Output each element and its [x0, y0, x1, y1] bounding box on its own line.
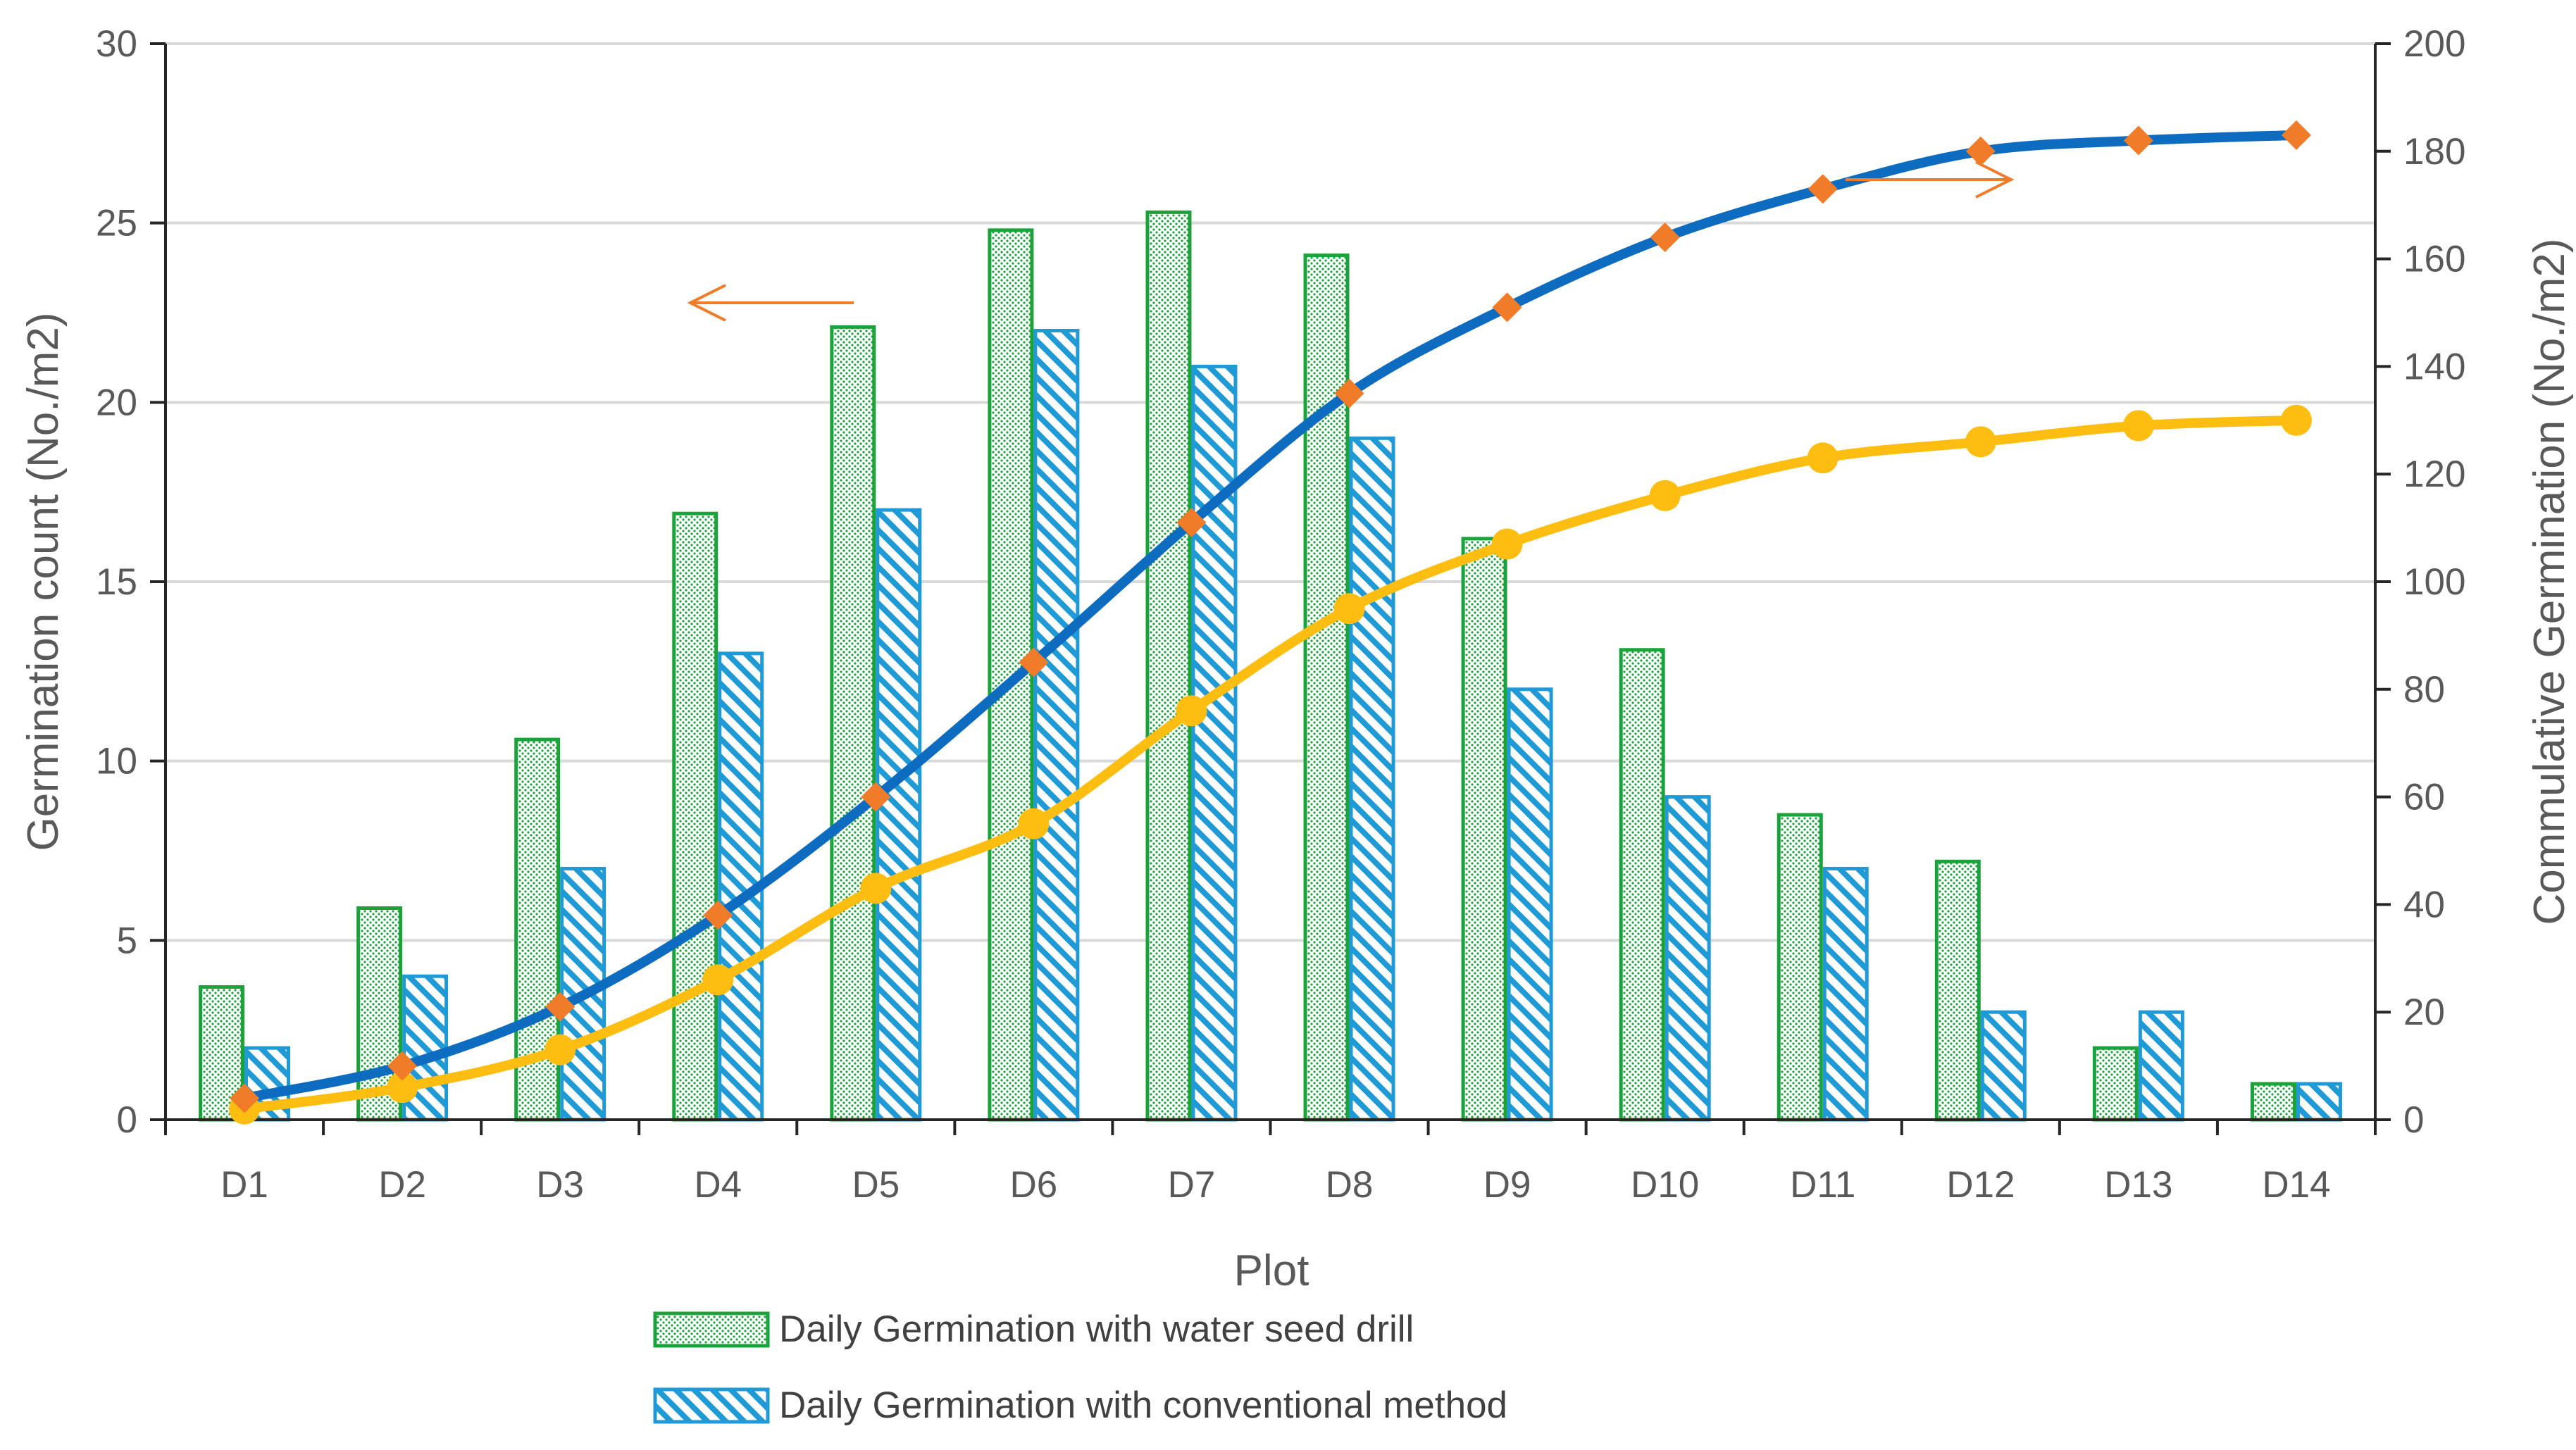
right-axis-arrow [1846, 161, 2015, 199]
legend-label-conventional: Daily Germination with conventional meth… [779, 1385, 1507, 1426]
x-tick-label: D4 [694, 1164, 742, 1206]
left-tick-label: 30 [96, 23, 137, 65]
bar-conventional [1033, 328, 1080, 1122]
legend-label-water-seed-drill: Daily Germination with water seed drill [779, 1308, 1414, 1350]
left-axis-title: Germination count (No./m2) [19, 313, 68, 851]
legend: Daily Germination with water seed drill … [653, 1308, 1507, 1426]
left-tick-label: 20 [96, 382, 137, 423]
marker-water-seed-drill [2281, 120, 2311, 150]
marker-water-seed-drill [545, 992, 575, 1022]
marker-conventional [545, 1034, 576, 1065]
x-tick-label: D8 [1326, 1164, 1374, 1206]
x-tick-label: D13 [2104, 1164, 2172, 1206]
x-tick-label: D5 [852, 1164, 900, 1206]
x-tick-label: D7 [1168, 1164, 1216, 1206]
right-axis-ticks: 0 20 40 60 80 100 120 140 160 180 200 [2375, 23, 2465, 1141]
line-series [229, 120, 2312, 1125]
line-cumulative-water-seed-drill [239, 130, 2301, 1104]
bar-conventional [1349, 436, 1395, 1122]
marker-water-seed-drill [703, 900, 733, 930]
marker-water-seed-drill [1650, 223, 1680, 253]
x-tick-label: D11 [1790, 1164, 1855, 1206]
marker-conventional [2280, 404, 2312, 436]
marker-conventional [2122, 410, 2154, 442]
bar-water-seed-drill [1461, 537, 1507, 1122]
x-axis-title: Plot [1234, 1246, 1309, 1295]
left-tick-label: 15 [96, 561, 137, 603]
marker-water-seed-drill [1807, 174, 1838, 204]
marker-conventional [1807, 442, 1838, 474]
x-tick-label: D10 [1631, 1164, 1699, 1206]
marker-conventional [1176, 695, 1207, 727]
legend-swatch-water-seed-drill [653, 1311, 770, 1348]
bar-water-seed-drill [2092, 1046, 2139, 1122]
bar-water-seed-drill [1934, 859, 1981, 1122]
bar-water-seed-drill [1303, 254, 1350, 1122]
bar-conventional [1191, 364, 1238, 1122]
marker-water-seed-drill [1176, 507, 1207, 537]
bar-water-seed-drill [672, 511, 718, 1122]
legend-swatch-conventional [653, 1387, 770, 1424]
marker-conventional [860, 873, 892, 904]
marker-conventional [1018, 808, 1050, 839]
left-tick-label: 25 [96, 203, 137, 244]
right-tick-label: 100 [2403, 561, 2465, 603]
x-tick-label: D14 [2262, 1164, 2330, 1206]
bar-water-seed-drill [1619, 648, 1665, 1122]
marker-conventional [1649, 480, 1681, 511]
right-tick-label: 80 [2403, 669, 2445, 711]
left-axis-ticks: 0 5 10 15 20 25 30 [96, 23, 166, 1141]
marker-conventional [1333, 593, 1365, 625]
left-tick-label: 10 [96, 741, 137, 782]
marker-water-seed-drill [1965, 136, 1996, 166]
right-tick-label: 200 [2403, 23, 2465, 65]
left-axis-arrow [687, 284, 854, 322]
marker-water-seed-drill [1492, 292, 1522, 323]
marker-water-seed-drill [861, 782, 891, 812]
x-tick-label: D2 [378, 1164, 426, 1206]
marker-conventional [387, 1072, 418, 1104]
x-tick-label: D9 [1483, 1164, 1531, 1206]
bar-conventional [1822, 866, 1869, 1122]
bar-conventional [1665, 795, 1711, 1122]
marker-water-seed-drill [2123, 125, 2153, 156]
left-tick-label: 5 [117, 920, 137, 961]
bar-water-seed-drill [2250, 1082, 2296, 1122]
bar-water-seed-drill [1145, 210, 1192, 1122]
bar-conventional [2296, 1082, 2342, 1122]
left-tick-label: 0 [117, 1099, 137, 1141]
bar-series [199, 210, 2342, 1122]
marker-conventional [1965, 426, 1996, 458]
bar-water-seed-drill [830, 325, 876, 1122]
right-tick-label: 0 [2403, 1099, 2424, 1141]
bar-conventional [1507, 687, 1553, 1122]
x-tick-label: D6 [1010, 1164, 1058, 1206]
right-tick-label: 160 [2403, 239, 2465, 280]
right-tick-label: 60 [2403, 777, 2445, 818]
bar-conventional [876, 508, 922, 1122]
x-tick-label: D1 [220, 1164, 268, 1206]
marker-water-seed-drill [387, 1051, 418, 1081]
marker-water-seed-drill [230, 1083, 260, 1113]
x-axis-ticks: D1 D2 D3 D4 D5 D6 D7 D8 D9 D10 D11 D12 D13 D14 [164, 1120, 2377, 1206]
right-tick-label: 180 [2403, 131, 2465, 173]
right-tick-label: 140 [2403, 346, 2465, 387]
right-tick-label: 40 [2403, 884, 2445, 925]
right-tick-label: 120 [2403, 454, 2465, 495]
marker-conventional [1491, 528, 1523, 560]
gridlines [166, 42, 2375, 942]
right-tick-label: 20 [2403, 992, 2445, 1033]
marker-water-seed-drill [1019, 647, 1049, 677]
bar-water-seed-drill [1777, 813, 1823, 1122]
bar-conventional [2138, 1010, 2184, 1122]
x-tick-label: D12 [1946, 1164, 2015, 1206]
line-cumulative-conventional [239, 415, 2301, 1114]
marker-water-seed-drill [1334, 378, 1364, 408]
x-tick-label: D3 [536, 1164, 584, 1206]
bar-conventional [1980, 1010, 2027, 1122]
marker-conventional [702, 964, 734, 996]
right-axis-title: Commulative Germination (No./m2) [2525, 238, 2574, 925]
